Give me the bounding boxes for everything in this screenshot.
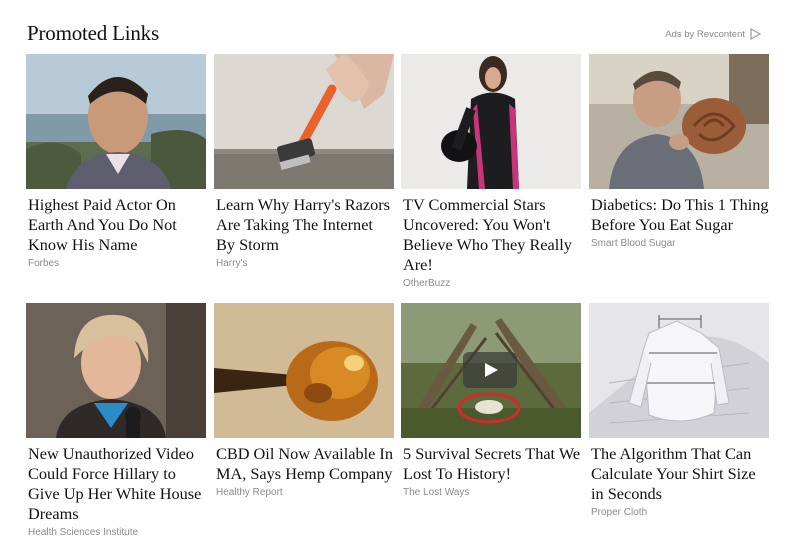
card-headline[interactable]: New Unauthorized Video Could Force Hilla…: [28, 444, 202, 523]
card-headline[interactable]: Diabetics: Do This 1 Thing Before You Ea…: [591, 195, 769, 234]
video-play-icon[interactable]: [463, 352, 517, 388]
thumbnail-image[interactable]: [401, 303, 581, 438]
card-source: Harry's: [216, 258, 248, 269]
card-source: Smart Blood Sugar: [591, 238, 676, 249]
promoted-link-card[interactable]: CBD Oil Now Available In MA, Says Hemp C…: [214, 303, 394, 498]
ads-by-link[interactable]: Ads by Revcontent: [665, 28, 761, 40]
thumbnail-image[interactable]: [589, 303, 769, 438]
thumbnail-image[interactable]: [214, 303, 394, 438]
promoted-link-card[interactable]: TV Commercial Stars Uncovered: You Won't…: [401, 54, 581, 289]
thumbnail-image[interactable]: [26, 54, 206, 189]
card-headline[interactable]: CBD Oil Now Available In MA, Says Hemp C…: [216, 444, 393, 483]
thumbnail-image[interactable]: [401, 54, 581, 189]
promoted-link-card[interactable]: The Algorithm That Can Calculate Your Sh…: [589, 303, 769, 518]
card-source: Health Sciences Institute: [28, 527, 139, 538]
promoted-link-card[interactable]: 5 Survival Secrets That We Lost To Histo…: [401, 303, 581, 498]
card-headline[interactable]: Learn Why Harry's Razors Are Taking The …: [216, 195, 390, 254]
card-source: Proper Cloth: [591, 507, 648, 518]
promoted-link-card[interactable]: Diabetics: Do This 1 Thing Before You Ea…: [589, 54, 769, 249]
card-source: Forbes: [28, 258, 60, 269]
thumbnail-image[interactable]: [26, 303, 206, 438]
widget-title: Promoted Links: [27, 21, 159, 45]
card-headline[interactable]: 5 Survival Secrets That We Lost To Histo…: [403, 444, 581, 483]
widget-header: Promoted Links Ads by Revcontent: [27, 20, 767, 50]
card-source: OtherBuzz: [403, 278, 451, 289]
card-source: The Lost Ways: [403, 487, 470, 498]
promoted-link-card[interactable]: New Unauthorized Video Could Force Hilla…: [26, 303, 206, 538]
thumbnail-image[interactable]: [214, 54, 394, 189]
thumbnail-image[interactable]: [589, 54, 769, 189]
card-headline[interactable]: TV Commercial Stars Uncovered: You Won't…: [403, 195, 572, 274]
ads-by-label: Ads by Revcontent: [665, 28, 745, 40]
card-headline[interactable]: The Algorithm That Can Calculate Your Sh…: [591, 444, 756, 503]
card-headline[interactable]: Highest Paid Actor On Earth And You Do N…: [28, 195, 177, 254]
card-source: Healthy Report: [216, 487, 283, 498]
play-triangle-icon: [750, 28, 761, 40]
promoted-link-card[interactable]: Highest Paid Actor On Earth And You Do N…: [26, 54, 206, 269]
promoted-link-card[interactable]: Learn Why Harry's Razors Are Taking The …: [214, 54, 394, 269]
